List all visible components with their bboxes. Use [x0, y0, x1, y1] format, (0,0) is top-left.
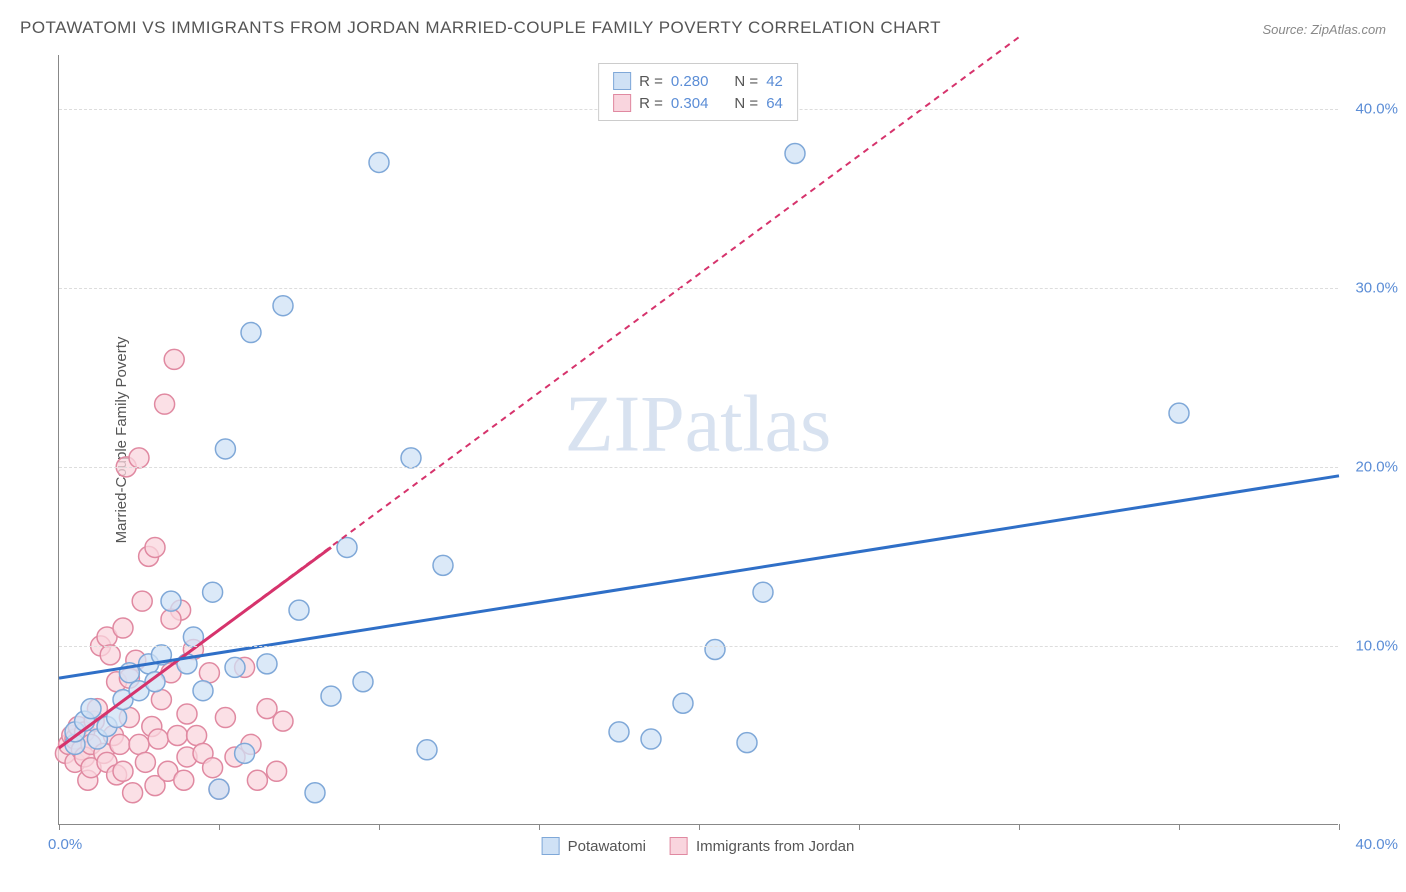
- legend-series: Potawatomi Immigrants from Jordan: [542, 837, 855, 855]
- y-tick-label: 30.0%: [1355, 279, 1398, 296]
- scatter-point: [110, 734, 130, 754]
- legend-swatch: [613, 94, 631, 112]
- scatter-point: [151, 690, 171, 710]
- scatter-point: [337, 537, 357, 557]
- y-tick-label: 20.0%: [1355, 458, 1398, 475]
- scatter-point: [113, 618, 133, 638]
- scatter-point: [609, 722, 629, 742]
- trend-line-blue: [59, 476, 1339, 678]
- scatter-point: [135, 752, 155, 772]
- scatter-point: [161, 591, 181, 611]
- x-tick-mark: [699, 824, 700, 830]
- scatter-point: [235, 743, 255, 763]
- scatter-point: [187, 725, 207, 745]
- scatter-point: [241, 323, 261, 343]
- scatter-point: [705, 640, 725, 660]
- scatter-point: [177, 704, 197, 724]
- legend-series-label: Immigrants from Jordan: [696, 838, 854, 855]
- scatter-point: [132, 591, 152, 611]
- scatter-point: [433, 555, 453, 575]
- x-tick-mark: [379, 824, 380, 830]
- scatter-point: [321, 686, 341, 706]
- scatter-point: [199, 663, 219, 683]
- scatter-point: [129, 734, 149, 754]
- legend-swatch: [542, 837, 560, 855]
- legend-n-label: N =: [734, 73, 758, 90]
- scatter-point: [145, 537, 165, 557]
- legend-series-item: Immigrants from Jordan: [670, 837, 854, 855]
- gridline: [59, 288, 1338, 289]
- legend-r-value: 0.304: [671, 95, 709, 112]
- legend-r-value: 0.280: [671, 73, 709, 90]
- scatter-point: [737, 733, 757, 753]
- x-tick-right: 40.0%: [1355, 836, 1398, 853]
- y-tick-label: 40.0%: [1355, 100, 1398, 117]
- x-tick-mark: [1019, 824, 1020, 830]
- legend-correlation-row: R = 0.280 N = 42: [613, 70, 783, 92]
- gridline: [59, 467, 1338, 468]
- scatter-point: [167, 725, 187, 745]
- x-tick-mark: [219, 824, 220, 830]
- legend-swatch: [613, 72, 631, 90]
- y-tick-label: 10.0%: [1355, 637, 1398, 654]
- scatter-point: [273, 296, 293, 316]
- x-tick-mark: [539, 824, 540, 830]
- legend-n-label: N =: [734, 95, 758, 112]
- plot-area: 10.0%20.0%30.0%40.0%: [58, 55, 1338, 825]
- gridline: [59, 646, 1338, 647]
- scatter-point: [161, 609, 181, 629]
- scatter-point: [305, 783, 325, 803]
- scatter-point: [417, 740, 437, 760]
- legend-swatch: [670, 837, 688, 855]
- scatter-point: [164, 349, 184, 369]
- chart-source: Source: ZipAtlas.com: [1262, 22, 1386, 37]
- legend-correlation-row: R = 0.304 N = 64: [613, 92, 783, 114]
- chart-title: POTAWATOMI VS IMMIGRANTS FROM JORDAN MAR…: [20, 18, 941, 38]
- scatter-point: [753, 582, 773, 602]
- scatter-point: [203, 582, 223, 602]
- scatter-point: [215, 439, 235, 459]
- scatter-point: [369, 152, 389, 172]
- scatter-point: [401, 448, 421, 468]
- scatter-point: [257, 654, 277, 674]
- x-tick-mark: [59, 824, 60, 830]
- x-tick-mark: [1339, 824, 1340, 830]
- scatter-point: [289, 600, 309, 620]
- legend-series-item: Potawatomi: [542, 837, 646, 855]
- scatter-point: [100, 645, 120, 665]
- scatter-point: [148, 729, 168, 749]
- scatter-point: [81, 699, 101, 719]
- scatter-point: [203, 758, 223, 778]
- x-tick-mark: [859, 824, 860, 830]
- scatter-point: [193, 681, 213, 701]
- legend-n-value: 42: [766, 73, 783, 90]
- plot-svg: [59, 55, 1339, 825]
- scatter-point: [273, 711, 293, 731]
- legend-r-label: R =: [639, 73, 663, 90]
- chart-container: Married-Couple Family Poverty ZIPatlas 1…: [58, 55, 1338, 825]
- scatter-point: [123, 783, 143, 803]
- scatter-point: [209, 779, 229, 799]
- x-tick-left: 0.0%: [48, 836, 82, 853]
- legend-correlation: R = 0.280 N = 42 R = 0.304 N = 64: [598, 63, 798, 121]
- scatter-point: [1169, 403, 1189, 423]
- scatter-point: [129, 448, 149, 468]
- legend-series-label: Potawatomi: [568, 838, 646, 855]
- scatter-point: [113, 761, 133, 781]
- scatter-point: [267, 761, 287, 781]
- legend-n-value: 64: [766, 95, 783, 112]
- scatter-point: [641, 729, 661, 749]
- scatter-point: [155, 394, 175, 414]
- scatter-point: [673, 693, 693, 713]
- scatter-point: [215, 708, 235, 728]
- x-tick-mark: [1179, 824, 1180, 830]
- scatter-point: [174, 770, 194, 790]
- scatter-point: [785, 143, 805, 163]
- scatter-point: [353, 672, 373, 692]
- legend-r-label: R =: [639, 95, 663, 112]
- scatter-point: [247, 770, 267, 790]
- scatter-point: [225, 657, 245, 677]
